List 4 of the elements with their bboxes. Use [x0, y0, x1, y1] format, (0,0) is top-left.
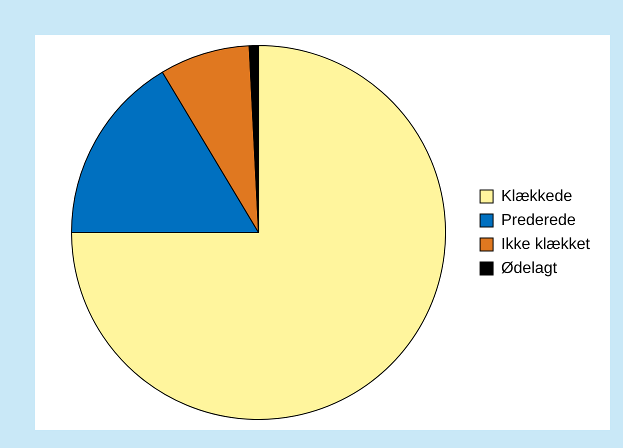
legend-label: Ikke klækket: [501, 236, 591, 253]
legend-label: Klækkede: [501, 188, 572, 205]
legend-label: Prederede: [501, 212, 576, 229]
legend-label: Ødelagt: [501, 260, 558, 277]
